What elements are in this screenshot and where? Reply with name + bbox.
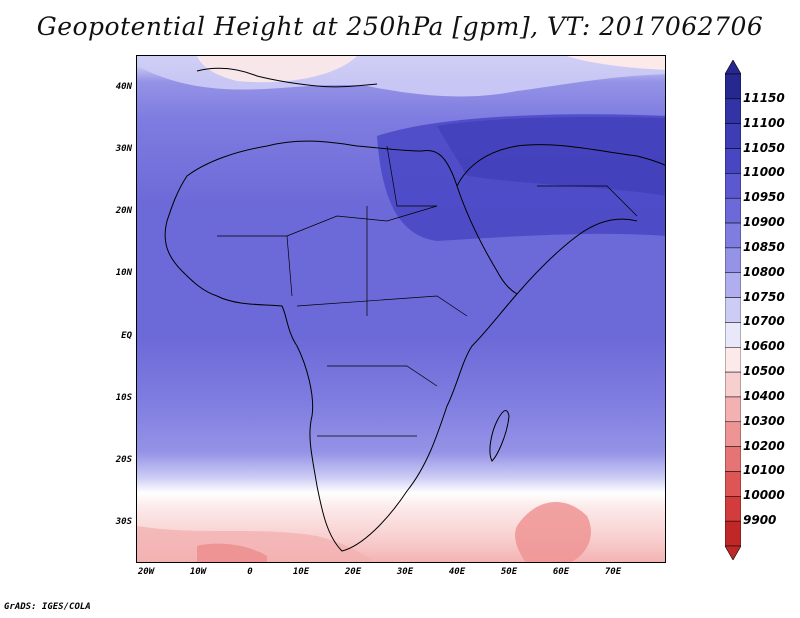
colorbar-swatch xyxy=(725,496,741,522)
colorbar-swatch xyxy=(725,73,741,100)
border-middle-east xyxy=(537,185,638,217)
southern-low-west xyxy=(137,526,375,562)
africa-outline xyxy=(164,140,518,552)
colorbar-level-label: 10000 xyxy=(743,488,785,503)
asia-coast xyxy=(456,144,665,187)
colorbar-swatch xyxy=(725,98,741,124)
colorbar-level-label: 11050 xyxy=(743,140,785,155)
lon-label-30e: 30E xyxy=(396,567,414,577)
lon-label-0: 0 xyxy=(247,567,253,577)
colorbar-level-label: 10700 xyxy=(743,314,785,329)
colorbar-bottom-arrow xyxy=(725,545,741,560)
lat-label-eq: EQ xyxy=(121,331,132,341)
high-core-east xyxy=(437,116,665,196)
colorbar-swatch xyxy=(725,446,741,472)
colorbar-level-label: 11150 xyxy=(743,90,785,105)
colorbar-swatch xyxy=(725,471,741,497)
colorbar-swatch xyxy=(725,197,741,224)
colorbar-swatch xyxy=(725,347,741,373)
lat-label-30s: 30S xyxy=(115,517,132,527)
colorbar-level-label: 10600 xyxy=(743,339,785,354)
colorbar-top-arrow xyxy=(725,60,741,75)
lon-label-10w: 10W xyxy=(189,567,207,577)
colorbar-level-label: 10850 xyxy=(743,239,785,254)
map-panel xyxy=(136,55,666,563)
arabia-coast xyxy=(516,218,638,295)
colorbar-level-label: 9900 xyxy=(743,513,777,528)
northern-low-west xyxy=(197,56,357,83)
colorbar-level-label: 10300 xyxy=(743,413,785,428)
lat-label-10n: 10N xyxy=(115,268,132,278)
colorbar-swatch xyxy=(725,371,741,398)
colorbar-level-label: 10950 xyxy=(743,190,785,205)
border-sahel-north xyxy=(217,205,438,237)
lat-label-20s: 20S xyxy=(115,455,132,465)
lon-label-50e: 50E xyxy=(500,567,518,577)
lat-label-20n: 20N xyxy=(115,206,132,216)
colorbar-swatch xyxy=(725,396,741,423)
colorbar-swatch xyxy=(725,520,741,547)
colorbar-swatch xyxy=(725,272,741,298)
lon-label-20w: 20W xyxy=(137,567,155,577)
northern-low-east xyxy=(567,56,665,70)
lon-label-70e: 70E xyxy=(604,567,622,577)
colorbar-swatch xyxy=(725,222,741,249)
colorbar xyxy=(725,60,741,560)
europe-coast xyxy=(196,67,378,88)
border-west-africa xyxy=(286,235,293,297)
colorbar-level-label: 10400 xyxy=(743,388,785,403)
map-title: Geopotential Height at 250hPa [gpm], VT:… xyxy=(36,12,764,41)
lat-label-10s: 10S xyxy=(115,393,132,403)
colorbar-swatch xyxy=(725,297,741,323)
colorbar-level-label: 11100 xyxy=(743,115,785,130)
madagascar-outline xyxy=(489,410,510,462)
border-egypt-sudan xyxy=(386,145,437,207)
colorbar-level-label: 10750 xyxy=(743,289,785,304)
lat-label-30n: 30N xyxy=(115,144,132,154)
colorbar-level-label: 10800 xyxy=(743,264,785,279)
southern-low-east xyxy=(515,502,591,562)
southern-low-core xyxy=(197,543,267,562)
lon-label-20e: 20E xyxy=(344,567,362,577)
lon-label-40e: 40E xyxy=(448,567,466,577)
lon-label-60e: 60E xyxy=(552,567,570,577)
country-borders xyxy=(217,145,638,437)
grads-credit: GrADS: IGES/COLA xyxy=(4,602,91,612)
border-central-south xyxy=(327,365,438,387)
lon-label-10e: 10E xyxy=(292,567,310,577)
coastlines xyxy=(164,67,665,552)
colorbar-level-label: 10500 xyxy=(743,364,785,379)
colorbar-swatch xyxy=(725,421,741,447)
colorbar-swatch xyxy=(725,322,741,348)
colorbar-swatch xyxy=(725,247,741,273)
colorbar-level-label: 10200 xyxy=(743,438,785,453)
colorbar-level-label: 10100 xyxy=(743,463,785,478)
lat-label-40n: 40N xyxy=(115,82,132,92)
colorbar-swatch xyxy=(725,173,741,199)
colorbar-level-label: 10900 xyxy=(743,215,785,230)
colorbar-swatch xyxy=(725,148,741,174)
border-equatorial xyxy=(296,295,468,317)
geopotential-height-map xyxy=(137,56,665,562)
colorbar-level-label: 11000 xyxy=(743,165,785,180)
colorbar-swatch xyxy=(725,123,741,149)
